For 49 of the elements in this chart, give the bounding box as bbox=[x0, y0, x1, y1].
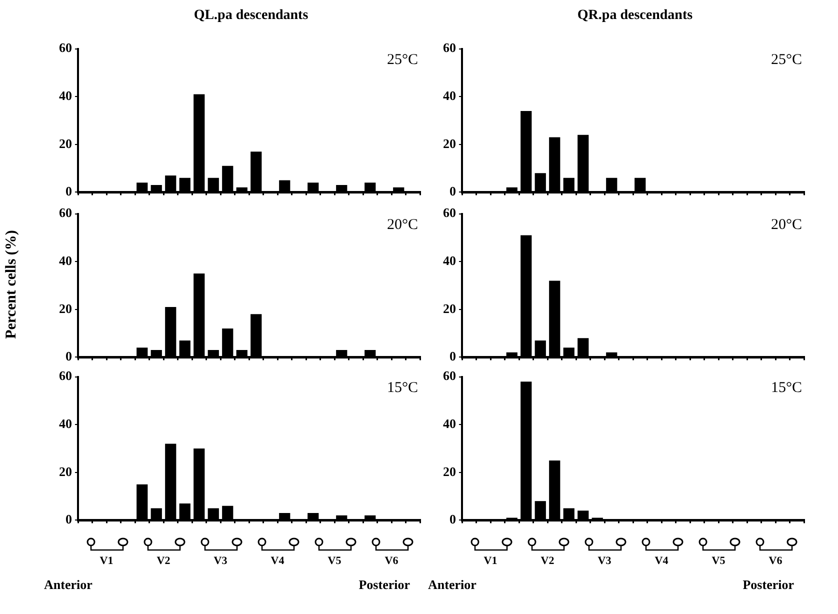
text: Anterior bbox=[44, 577, 92, 593]
y-tick-label: 60 bbox=[443, 40, 456, 56]
y-tick-label: 20 bbox=[443, 300, 456, 316]
text: Anterior bbox=[428, 577, 476, 593]
y-tick-label: 60 bbox=[443, 368, 456, 384]
y-tick-label: 0 bbox=[450, 348, 456, 364]
y-tick-label: 0 bbox=[66, 512, 72, 527]
chart-subtitle: 20°C bbox=[386, 217, 418, 234]
text: V6 bbox=[384, 555, 400, 567]
text: V5 bbox=[326, 555, 342, 567]
y-tick-label: 40 bbox=[59, 252, 72, 268]
y-tick-label: 0 bbox=[450, 184, 456, 199]
y-tick-label: 20 bbox=[443, 464, 456, 479]
text: V4 bbox=[270, 555, 286, 567]
text: V3 bbox=[596, 555, 612, 567]
y-tick-label: 40 bbox=[59, 416, 72, 431]
chart-subtitle: 15°C bbox=[386, 380, 418, 396]
chart-subtitle: 25°C bbox=[770, 52, 802, 68]
y-tick-label: 20 bbox=[59, 136, 72, 151]
y-tick-label: 60 bbox=[59, 368, 72, 384]
text: Posterior bbox=[742, 577, 794, 593]
text: Posterior bbox=[358, 577, 410, 593]
y-tick-label: 0 bbox=[450, 512, 456, 527]
text: V4 bbox=[654, 555, 670, 567]
text: V1 bbox=[98, 555, 114, 567]
y-tick-label: 40 bbox=[443, 88, 456, 103]
y-tick-label: 0 bbox=[66, 348, 72, 364]
y-axis-title: Percent cells (%) bbox=[4, 228, 20, 341]
y-tick-label: 40 bbox=[443, 252, 456, 268]
chart-subtitle: 25°C bbox=[386, 52, 418, 68]
text: V2 bbox=[156, 555, 172, 567]
y-tick-label: 40 bbox=[443, 416, 456, 431]
text: V3 bbox=[212, 555, 228, 567]
text: V2 bbox=[540, 555, 556, 567]
y-tick-label: 40 bbox=[59, 88, 72, 103]
text: V6 bbox=[768, 555, 784, 567]
y-tick-label: 20 bbox=[59, 300, 72, 316]
text: V1 bbox=[482, 555, 498, 567]
chart-subtitle: 15°C bbox=[770, 380, 802, 396]
y-tick-label: 0 bbox=[66, 184, 72, 199]
chart-title: QL.pa descendants bbox=[192, 8, 310, 25]
y-tick-label: 60 bbox=[443, 205, 456, 220]
y-tick-label: 60 bbox=[59, 205, 72, 220]
chart-subtitle: 20°C bbox=[770, 217, 802, 234]
text: V5 bbox=[710, 555, 726, 567]
y-tick-label: 20 bbox=[59, 464, 72, 479]
chart-title: QR.pa descendants bbox=[576, 8, 694, 25]
y-tick-label: 20 bbox=[443, 136, 456, 151]
y-tick-label: 60 bbox=[59, 40, 72, 56]
